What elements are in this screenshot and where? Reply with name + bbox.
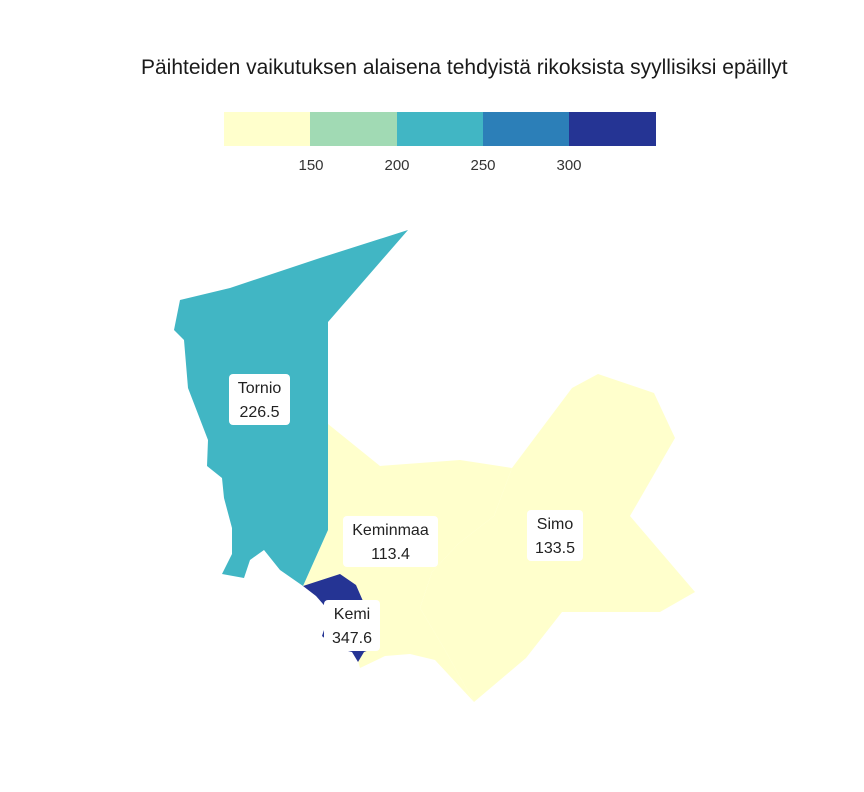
legend-bin-2 (310, 112, 397, 146)
map-title: Päihteiden vaikutuksen alaisena tehdyist… (141, 56, 788, 79)
label-simo-name: Simo (537, 516, 574, 533)
label-kemi: Kemi 347.6 (324, 600, 380, 651)
label-tornio-name: Tornio (238, 380, 282, 397)
legend: 150 200 250 300 (224, 112, 656, 174)
legend-bin-4 (483, 112, 570, 146)
label-simo-value: 133.5 (535, 540, 575, 557)
label-box-tornio (229, 374, 290, 425)
legend-bin-5 (569, 112, 656, 146)
label-tornio: Tornio 226.5 (229, 374, 290, 425)
label-keminmaa-name: Keminmaa (352, 522, 429, 539)
legend-tick-200: 200 (384, 157, 409, 174)
legend-tick-150: 150 (298, 157, 323, 174)
label-kemi-name: Kemi (334, 606, 370, 623)
regions (174, 230, 695, 702)
label-kemi-value: 347.6 (332, 630, 372, 647)
label-box-kemi (324, 600, 380, 651)
legend-tick-250: 250 (470, 157, 495, 174)
label-tornio-value: 226.5 (239, 404, 279, 421)
label-box-simo (527, 510, 583, 561)
label-box-keminmaa (343, 516, 438, 567)
legend-bin-1 (224, 112, 311, 146)
label-simo: Simo 133.5 (527, 510, 583, 561)
legend-tick-300: 300 (556, 157, 581, 174)
label-keminmaa-value: 113.4 (371, 546, 410, 563)
label-keminmaa: Keminmaa 113.4 (343, 516, 438, 567)
region-labels: Tornio 226.5 Keminmaa 113.4 Simo 133.5 K… (229, 374, 583, 651)
legend-bin-3 (397, 112, 484, 146)
region-tornio[interactable] (174, 230, 408, 586)
